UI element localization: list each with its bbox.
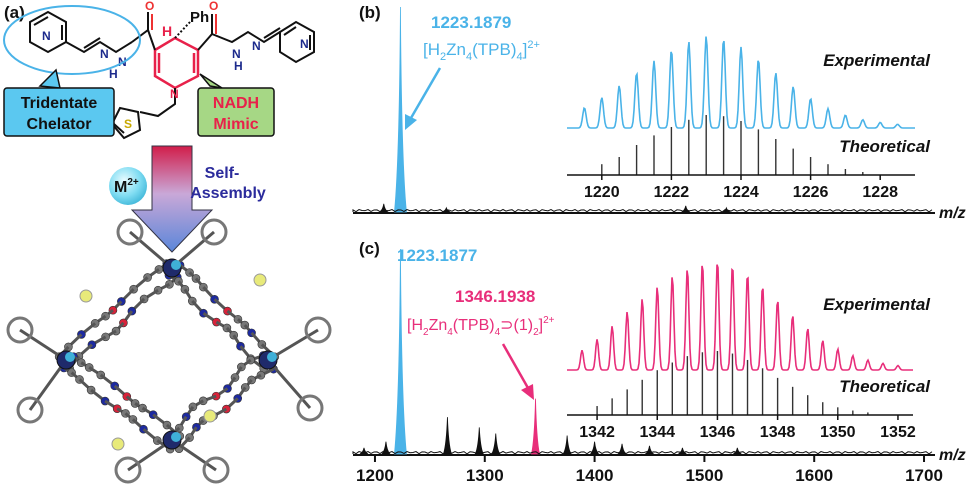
cage-arm: [28, 359, 68, 411]
cage-ring: [116, 218, 144, 246]
svg-text:H: H: [109, 67, 118, 81]
inset-b-experimental-trace: [567, 36, 915, 129]
metal-ion-sphere: [109, 167, 147, 205]
spectrum-c-tick-label-5: 1700: [905, 466, 943, 485]
svg-text:H: H: [234, 59, 243, 73]
cage-zinc-atom: [171, 260, 181, 270]
spectrum-b-peak-label: 1223.1879: [431, 13, 511, 32]
spectrum-c-tick-label-2: 1400: [576, 466, 614, 485]
inset-b-tick-label-1: 1222: [654, 184, 690, 201]
spectrum-c-species-label: [H2Zn4(TPB)4⊃(1)2]2+: [407, 315, 555, 338]
inset-c-tick-label-0: 1342: [579, 424, 615, 441]
hydride-label: H: [162, 23, 172, 39]
spectrum-c-peaks: [352, 248, 933, 455]
spectrum-c-tick-label-1: 1300: [466, 466, 504, 485]
svg-text:S: S: [124, 117, 132, 131]
chelator-label-line1: Tridentate: [21, 95, 98, 112]
spectrum-b-species-label: [H2Zn4(TPB)4]2+: [423, 39, 540, 63]
panel-b-label: (b): [359, 3, 381, 22]
spectrum-c-peak-2: [442, 417, 452, 455]
svg-text:N: N: [300, 37, 309, 51]
cage-sulfur-atom: [79, 289, 93, 303]
cage-arm: [266, 359, 312, 409]
cage-zinc-atom: [65, 352, 75, 362]
svg-text:N: N: [100, 47, 109, 61]
inset-c-tick-label-2: 1346: [700, 424, 736, 441]
chelator-callout: Tridentate Chelator: [3, 68, 115, 137]
inset-c-theoretical-label: Theoretical: [839, 377, 931, 396]
spectrum-c-peak-4: [491, 433, 501, 455]
inset-c-experimental-label: Experimental: [823, 295, 931, 314]
spectrum-c-peak-5: [562, 435, 572, 455]
cage-ring: [200, 218, 228, 246]
svg-text:N: N: [232, 47, 241, 61]
spectrum-b-inset: 1220 1222 1224 1226 1228 Experimental Theoreti…: [567, 36, 931, 201]
dihydropyridine-ring: [153, 36, 200, 90]
spectrum-b-xlabel: m/z: [939, 205, 966, 222]
inset-b-experimental-label: Experimental: [823, 51, 931, 70]
panel-c-label: (c): [359, 239, 380, 258]
cage-sulfur-atom: [253, 273, 267, 287]
metal-ion-label: M2+: [114, 177, 139, 196]
inset-b-tick-label-4: 1228: [862, 184, 898, 201]
inset-c-tick-label-4: 1350: [820, 424, 856, 441]
spectrum-b-noise: [352, 208, 933, 213]
spectrum-c-ticks: 1200 1300 1400 1500 1600 1700: [356, 455, 943, 485]
chelator-highlight-ellipse: [3, 5, 141, 75]
spectrum-c-tick-label-0: 1200: [356, 466, 394, 485]
inset-c-tick-label-3: 1348: [760, 424, 796, 441]
spectrum-c-peak2-label: 1346.1938: [455, 287, 535, 306]
cage-ring: [202, 456, 230, 484]
spectrum-c-peak-1: [531, 398, 541, 455]
cage-ring: [114, 456, 142, 484]
mass-spectra-panel: (b) m/z 1223.1879 [H2Zn4(TPB)4]2+ 1220 12…: [352, 3, 966, 485]
inset-c-tick-label-5: 1352: [880, 424, 916, 441]
phenyl-label: Ph: [190, 9, 209, 26]
spectrum-c-annotation-arrow: [501, 343, 534, 400]
cage-ring: [16, 396, 44, 424]
inset-b-theoretical-label: Theoretical: [839, 137, 931, 156]
spectrum-c-peak-3: [474, 427, 484, 455]
cage-ring: [304, 316, 332, 344]
chelator-label-line2: Chelator: [27, 116, 92, 133]
structure-panel: (a) N N N H O O N H N: [3, 0, 332, 484]
cage-crystal-structure: [6, 218, 332, 484]
mimic-callout: NADH Mimic: [197, 73, 275, 137]
spectrum-c-peak-0: [393, 248, 407, 455]
assembly-label-line2: Assembly: [190, 185, 266, 202]
cage-sulfur-atom: [203, 409, 217, 423]
cage-sulfur-atom: [111, 437, 125, 451]
svg-text:N: N: [252, 39, 261, 53]
svg-text:O: O: [145, 0, 154, 13]
inset-c-tick-label-1: 1344: [639, 424, 675, 441]
svg-text:N: N: [42, 29, 51, 43]
spectrum-b-peaks: [352, 6, 933, 213]
cage-zinc-atom: [171, 432, 181, 442]
spectrum-c-peak-label: 1223.1877: [397, 246, 477, 265]
inset-b-tick-label-2: 1224: [723, 184, 759, 201]
svg-text:O: O: [209, 0, 218, 13]
spectrum-c-inset: 1342 1344 1346 1348 1350 1352 Experimental Theo…: [567, 264, 931, 441]
svg-text:N: N: [170, 87, 179, 101]
spectrum-c-tick-label-3: 1500: [685, 466, 723, 485]
spectrum-b-annotation-arrow: [405, 67, 442, 130]
molecule-structure: [29, 10, 315, 140]
mimic-label-line1: NADH: [213, 95, 259, 112]
self-assembly-arrow: [130, 145, 214, 253]
spectrum-c-tick-label-4: 1600: [795, 466, 833, 485]
inset-c-experimental-trace: [567, 264, 913, 371]
spectrum-b-peak-0: [393, 6, 407, 213]
cage-ring: [6, 316, 34, 344]
cage-zinc-atom: [267, 352, 277, 362]
inset-b-tick-label-0: 1220: [584, 184, 620, 201]
inset-b-tick-label-3: 1226: [793, 184, 829, 201]
assembly-label-line1: Self-: [205, 165, 240, 182]
mimic-label-line2: Mimic: [213, 116, 258, 133]
right-pyridine-ring: [279, 20, 315, 64]
cage-ring: [296, 394, 324, 422]
spectrum-c-xlabel: m/z: [939, 447, 966, 464]
panel-a-label: (a): [4, 3, 25, 22]
spectrum-c-noise: [352, 450, 933, 455]
